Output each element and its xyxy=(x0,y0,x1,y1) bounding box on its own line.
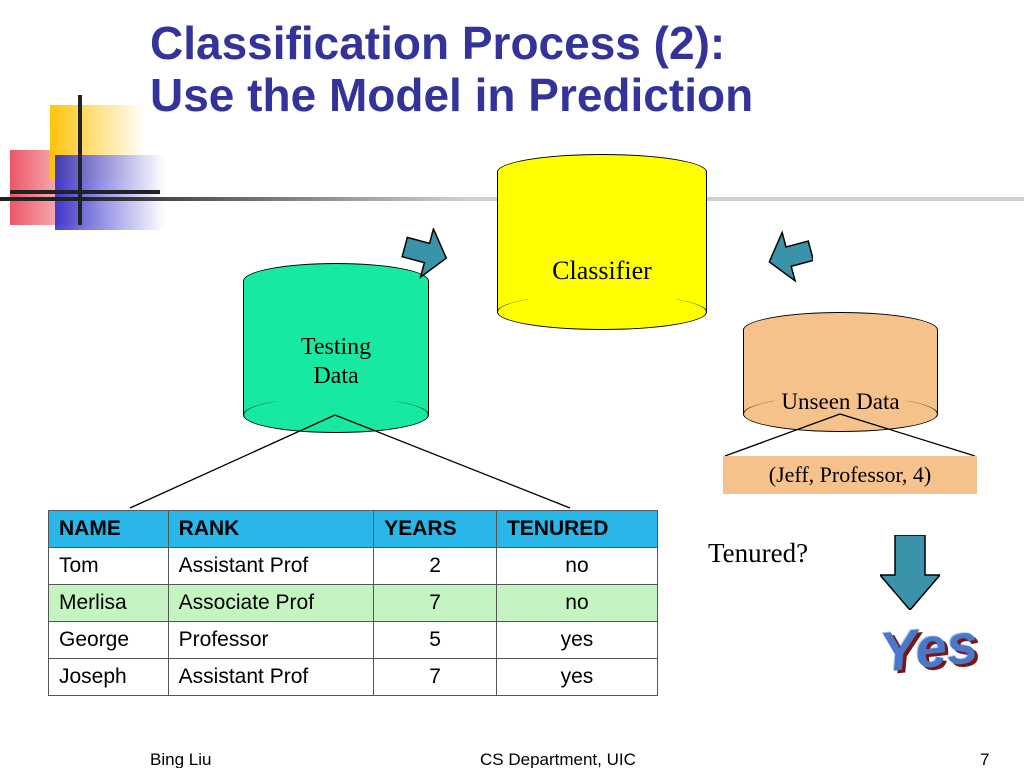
table-row-2[interactable]: George Professor 5 yes xyxy=(49,622,658,659)
unseen-data-example-label: (Jeff, Professor, 4) xyxy=(723,456,977,494)
classifier-node: Classifier xyxy=(497,172,707,312)
answer-text: Yes xyxy=(877,610,981,685)
decorative-vertical-line xyxy=(78,95,82,225)
table-header-name[interactable]: NAME xyxy=(49,511,169,548)
tenure-data-table: NAME RANK YEARS TENURED Tom Assistant Pr… xyxy=(48,510,658,696)
decorative-horizontal-line xyxy=(10,190,160,194)
footer-page-number: 7 xyxy=(980,750,989,768)
down-arrow-icon xyxy=(880,535,940,610)
unseen-data-node: Unseen Data xyxy=(743,330,938,414)
table-row-3[interactable]: Joseph Assistant Prof 7 yes xyxy=(49,659,658,696)
table-header-tenured[interactable]: TENURED xyxy=(496,511,657,548)
footer-department: CS Department, UIC xyxy=(480,750,636,768)
table-row-1[interactable]: Merlisa Associate Prof 7 no xyxy=(49,585,658,622)
table-header-rank[interactable]: RANK xyxy=(168,511,374,548)
table-row-0[interactable]: Tom Assistant Prof 2 no xyxy=(49,548,658,585)
slide-title: Classification Process (2): Use the Mode… xyxy=(150,18,970,121)
footer-author: Bing Liu xyxy=(150,750,211,768)
tenured-question-text: Tenured? xyxy=(708,538,808,569)
table-header-years[interactable]: YEARS xyxy=(374,511,497,548)
decorative-corner-graphic xyxy=(10,95,160,225)
testing-data-node: Testing Data xyxy=(243,281,429,415)
table-body: Tom Assistant Prof 2 no Merlisa Associat… xyxy=(49,548,658,696)
double-arrow-right-icon xyxy=(723,222,813,292)
